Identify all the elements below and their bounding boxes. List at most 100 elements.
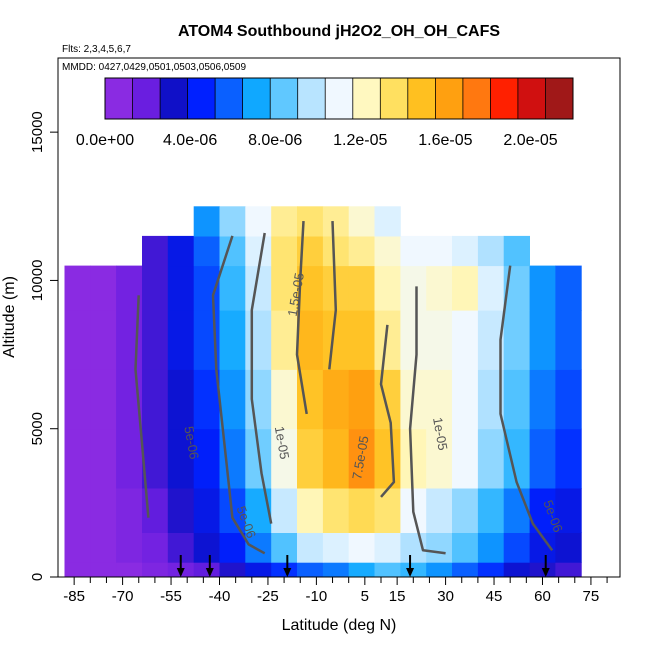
heatmap-cell xyxy=(271,235,298,267)
x-tick-label: -10 xyxy=(306,588,328,605)
heatmap-cell xyxy=(297,206,324,237)
heatmap-cell xyxy=(271,206,298,237)
heatmap-cell xyxy=(426,310,453,370)
colorbar-segment xyxy=(517,78,546,119)
heatmap-cell xyxy=(555,265,582,311)
heatmap-cell xyxy=(90,310,117,370)
heatmap-cell xyxy=(374,369,401,430)
heatmap-cell xyxy=(348,488,375,533)
heatmap-cell xyxy=(400,265,427,311)
heatmap-cell xyxy=(90,532,117,563)
y-tick-label: 15000 xyxy=(29,111,46,153)
x-tick-label: -25 xyxy=(257,588,279,605)
heatmap-cell xyxy=(426,488,453,533)
heatmap-cell xyxy=(374,206,401,237)
heatmap-cell xyxy=(116,532,143,563)
heatmap-cell xyxy=(400,428,427,489)
contour-lines xyxy=(134,221,554,555)
heatmap-cell xyxy=(503,310,530,370)
heatmap-cell xyxy=(555,488,582,533)
colorbar: 0.0e+00 4.0e-06 8.0e-06 1.2e-05 1.6e-05 2.0e-… xyxy=(76,77,574,149)
heatmap-cell xyxy=(503,235,530,267)
chart-title: ATOM4 Southbound jH2O2_OH_OH_CAFS xyxy=(178,23,500,40)
heatmap-cell xyxy=(297,488,324,533)
heatmap-cell xyxy=(245,562,272,578)
colorbar-segment xyxy=(187,78,216,119)
heatmap-cell xyxy=(271,310,298,370)
heatmap-cell xyxy=(90,369,117,430)
heatmap-cell xyxy=(348,265,375,311)
heatmap-cell xyxy=(116,562,143,578)
heatmap-cell xyxy=(503,532,530,563)
colorbar-tick-label: 8.0e-06 xyxy=(248,132,302,149)
y-tick-label: 0 xyxy=(29,573,46,581)
flight-arrow-head xyxy=(541,568,550,577)
heatmap-cell xyxy=(167,369,195,430)
heatmap-cell xyxy=(477,428,505,489)
heatmap-cell xyxy=(219,532,246,563)
heatmap-cell xyxy=(374,532,401,563)
heatmap-cell xyxy=(426,369,453,430)
heatmap-cell xyxy=(400,310,427,370)
heatmap-cell xyxy=(400,562,427,578)
heatmap-cell xyxy=(90,428,117,489)
heatmap-cell xyxy=(374,235,401,267)
contour-label: 1e-05 xyxy=(272,425,293,460)
heatmap-cell xyxy=(271,265,298,311)
heatmap-cell xyxy=(426,562,453,578)
colorbar-tick-label: 1.2e-05 xyxy=(333,132,387,149)
x-tick-label: 75 xyxy=(583,588,600,605)
heatmap-cell xyxy=(348,532,375,563)
heatmap-cell xyxy=(64,265,91,311)
colorbar-segment xyxy=(490,78,519,119)
heatmap-cell xyxy=(322,562,350,578)
heatmap-cell xyxy=(193,428,220,489)
heatmap-cell xyxy=(322,206,350,237)
heatmap-cell xyxy=(167,265,195,311)
heatmap-cell xyxy=(348,562,375,578)
heatmap-cell xyxy=(529,265,556,311)
heatmap-cell xyxy=(374,310,401,370)
heatmap-cell xyxy=(219,206,246,237)
heatmap xyxy=(64,206,582,578)
colorbar-segment xyxy=(270,78,299,119)
heatmap-cell xyxy=(193,488,220,533)
heatmap-cell xyxy=(271,532,298,563)
colorbar-segment xyxy=(352,78,381,119)
heatmap-cell xyxy=(90,488,117,533)
colorbar-tick-label: 4.0e-06 xyxy=(163,132,217,149)
flight-arrow-head xyxy=(205,568,214,577)
heatmap-cell xyxy=(426,235,453,267)
heatmap-cell xyxy=(116,488,143,533)
heatmap-cell xyxy=(477,488,505,533)
heatmap-cell xyxy=(219,310,246,370)
flight-arrow-head xyxy=(176,568,185,577)
heatmap-cell xyxy=(503,369,530,430)
colorbar-segment xyxy=(105,78,133,119)
contour-line xyxy=(250,232,273,524)
heatmap-cell xyxy=(348,235,375,267)
heatmap-cell xyxy=(452,532,479,563)
heatmap-cell xyxy=(452,265,479,311)
heatmap-cell xyxy=(452,235,479,267)
heatmap-cell xyxy=(219,265,246,311)
flight-arrow-head xyxy=(406,568,415,577)
contour-line xyxy=(328,221,338,370)
contour-label: 5e-06 xyxy=(181,425,202,460)
heatmap-cell xyxy=(322,310,350,370)
heatmap-cell xyxy=(426,428,453,489)
x-tick-label: 15 xyxy=(389,588,406,605)
flight-arrow-head xyxy=(283,568,292,577)
heatmap-cell xyxy=(64,310,91,370)
heatmap-cell xyxy=(374,562,401,578)
colorbar-segment xyxy=(380,78,409,119)
heatmap-cell xyxy=(529,310,556,370)
x-tick-label: 45 xyxy=(486,588,503,605)
heatmap-cell xyxy=(245,532,272,563)
heatmap-cell xyxy=(90,562,117,578)
heatmap-cell xyxy=(64,369,91,430)
heatmap-cell xyxy=(167,428,195,489)
heatmap-cell xyxy=(503,488,530,533)
heatmap-cell xyxy=(90,265,117,311)
